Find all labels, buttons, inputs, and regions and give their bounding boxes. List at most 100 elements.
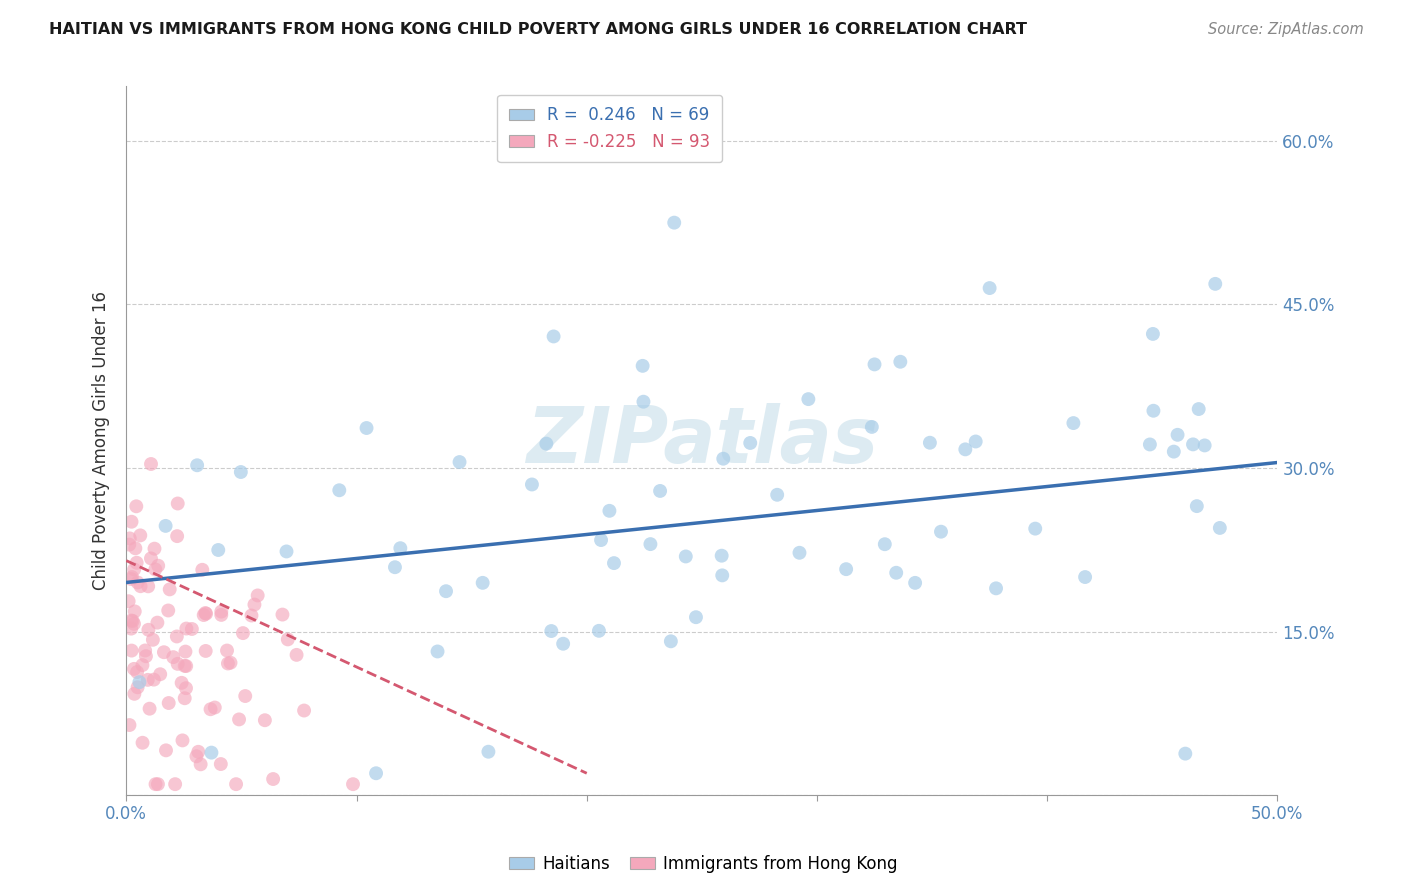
Point (228, 713, 250, 727)
Point (1142, 403, 1164, 417)
Point (149, 667, 172, 681)
Point (209, 757, 232, 772)
Point (118, 532, 141, 546)
Point (640, 537, 662, 551)
Point (364, 766, 387, 780)
Point (195, 607, 218, 621)
Point (233, 689, 256, 703)
Point (598, 504, 620, 518)
Point (127, 575, 149, 590)
Point (285, 648, 308, 662)
Point (471, 575, 494, 590)
Point (200, 702, 222, 716)
Point (186, 749, 208, 764)
Point (520, 477, 543, 491)
Point (180, 622, 202, 636)
Point (1024, 522, 1046, 536)
Point (129, 528, 152, 542)
Point (659, 634, 682, 648)
Point (170, 675, 193, 690)
Point (277, 632, 299, 647)
Point (131, 658, 153, 673)
Point (449, 455, 471, 469)
Point (120, 622, 142, 636)
Point (120, 572, 142, 586)
Point (162, 650, 184, 665)
Point (929, 524, 952, 539)
Point (215, 643, 238, 657)
Point (1174, 747, 1197, 761)
Point (209, 607, 232, 622)
Point (124, 687, 146, 701)
Point (217, 657, 239, 671)
Point (860, 420, 883, 434)
Point (129, 579, 152, 593)
Point (117, 594, 139, 608)
Point (190, 757, 212, 772)
Point (863, 358, 886, 372)
Point (1167, 427, 1189, 442)
Point (1139, 437, 1161, 451)
Point (174, 681, 197, 696)
Point (138, 701, 160, 715)
Point (127, 665, 149, 679)
Point (246, 589, 269, 603)
Point (603, 556, 626, 570)
Text: HAITIAN VS IMMIGRANTS FROM HONG KONG CHILD POVERTY AMONG GIRLS UNDER 16 CORRELAT: HAITIAN VS IMMIGRANTS FROM HONG KONG CHI… (49, 22, 1028, 37)
Point (165, 777, 187, 791)
Point (209, 605, 232, 619)
Point (173, 691, 195, 706)
Point (122, 562, 145, 576)
Point (918, 435, 941, 450)
Point (276, 544, 298, 558)
Point (193, 608, 215, 623)
Point (873, 537, 896, 551)
Point (166, 529, 188, 543)
Point (131, 736, 153, 750)
Text: Source: ZipAtlas.com: Source: ZipAtlas.com (1208, 22, 1364, 37)
Point (240, 608, 263, 623)
Point (710, 549, 733, 563)
Point (271, 607, 294, 622)
Point (204, 700, 226, 714)
Point (889, 355, 911, 369)
Point (121, 570, 143, 584)
Point (146, 615, 169, 630)
Point (648, 483, 671, 498)
Point (122, 662, 145, 676)
Point (1062, 416, 1084, 430)
Point (157, 696, 180, 710)
Point (711, 568, 734, 582)
Point (139, 457, 162, 471)
Point (955, 442, 977, 457)
Point (797, 392, 820, 406)
Point (225, 777, 247, 791)
Point (143, 541, 166, 556)
Point (789, 546, 811, 560)
Point (134, 643, 156, 657)
Point (174, 659, 197, 673)
Point (1185, 499, 1208, 513)
Point (173, 659, 195, 673)
Point (125, 556, 148, 570)
Point (965, 434, 987, 449)
Legend: R =  0.246   N = 69, R = -0.225   N = 93: R = 0.246 N = 69, R = -0.225 N = 93 (498, 95, 723, 162)
Point (1188, 402, 1211, 417)
Point (121, 643, 143, 657)
Point (128, 675, 150, 690)
Point (153, 645, 176, 659)
Point (159, 582, 181, 597)
Point (120, 614, 142, 628)
Point (740, 436, 762, 450)
Point (118, 538, 141, 552)
Point (262, 772, 284, 786)
Point (121, 515, 143, 529)
Point (540, 624, 562, 638)
Point (588, 624, 610, 638)
Point (664, 216, 686, 230)
Point (124, 604, 146, 618)
Point (904, 575, 927, 590)
Point (631, 359, 654, 373)
Point (766, 488, 789, 502)
Point (711, 451, 734, 466)
